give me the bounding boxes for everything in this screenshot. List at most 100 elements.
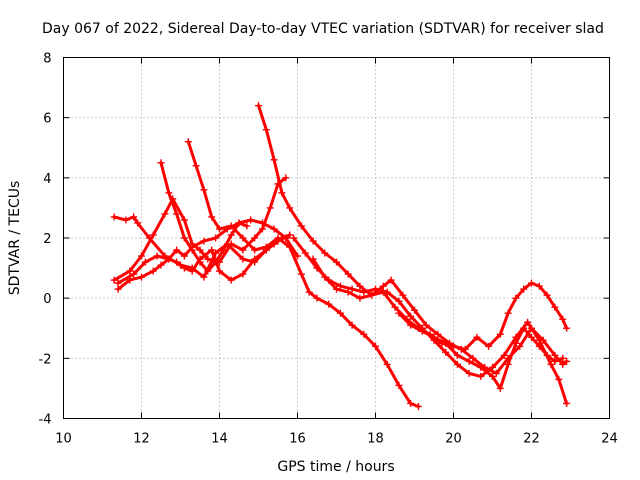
series-track-10 (395, 309, 567, 392)
chart-title: Day 067 of 2022, Sidereal Day-to-day VTE… (42, 21, 604, 37)
data-point (500, 351, 508, 359)
data-point (149, 231, 157, 239)
x-tick-label: 10 (55, 432, 72, 447)
data-point (196, 258, 204, 266)
data-point (418, 327, 426, 335)
data-point (262, 243, 270, 251)
data-point (258, 225, 266, 233)
data-point (227, 276, 235, 284)
data-point (282, 174, 290, 182)
data-point (407, 312, 415, 320)
data-point (138, 273, 145, 281)
data-point (407, 399, 415, 407)
data-point (465, 357, 473, 365)
data-point (274, 234, 282, 242)
data-point (200, 186, 208, 194)
y-tick-label: -2 (39, 352, 52, 367)
data-point (180, 264, 188, 272)
data-point (489, 372, 496, 380)
data-point (173, 210, 181, 218)
data-point (489, 363, 496, 371)
data-point (504, 309, 512, 317)
data-point (407, 321, 415, 329)
data-point (520, 324, 528, 332)
data-point (504, 360, 512, 368)
data-point (161, 210, 169, 218)
data-point (563, 324, 571, 332)
data-point (126, 267, 134, 275)
data-point (321, 249, 329, 257)
series-track-7 (255, 102, 571, 353)
data-point (430, 333, 438, 341)
data-point (434, 330, 442, 338)
data-point (547, 360, 555, 368)
data-point (270, 156, 278, 164)
data-point (227, 231, 235, 239)
data-point (469, 354, 477, 362)
data-point (395, 297, 403, 305)
data-point (266, 204, 274, 212)
x-tick-label: 20 (445, 432, 462, 447)
data-point (333, 285, 340, 293)
data-point (216, 225, 223, 233)
series-line (397, 311, 565, 390)
data-point (535, 282, 543, 290)
data-point (333, 258, 340, 266)
data-point (216, 267, 223, 275)
data-point (301, 249, 309, 257)
data-point (457, 345, 465, 353)
data-point (453, 360, 461, 368)
data-point (391, 303, 399, 311)
data-point (539, 336, 547, 344)
data-point (395, 309, 403, 317)
data-point (165, 189, 173, 197)
data-point (130, 270, 138, 278)
y-tick-label: 0 (43, 292, 51, 307)
data-point (348, 321, 356, 329)
data-point (399, 291, 407, 299)
data-point (395, 381, 403, 389)
data-point (239, 270, 247, 278)
data-point (227, 222, 235, 230)
data-point (453, 351, 461, 359)
data-point (153, 252, 161, 260)
data-point (442, 339, 450, 347)
data-point (114, 279, 122, 287)
data-point (563, 399, 571, 407)
data-point (356, 282, 364, 290)
data-point (496, 330, 504, 338)
data-point (200, 237, 208, 245)
data-point (239, 246, 247, 254)
data-point (344, 270, 352, 278)
data-point (516, 342, 524, 350)
series-track-5 (157, 159, 251, 275)
data-point (297, 270, 305, 278)
data-point (258, 219, 266, 227)
data-point (360, 288, 368, 296)
data-point (465, 369, 473, 377)
data-point (219, 246, 227, 254)
data-point (372, 342, 379, 350)
data-point (477, 372, 485, 380)
data-point (130, 213, 138, 221)
data-point (512, 339, 520, 347)
data-point (305, 288, 313, 296)
data-point (485, 342, 493, 350)
data-point (414, 402, 422, 410)
data-point (270, 225, 278, 233)
y-tick-label: 4 (43, 172, 51, 187)
data-point (212, 234, 220, 242)
data-point (255, 102, 262, 110)
data-point (286, 243, 294, 251)
data-point (309, 255, 317, 263)
data-point (200, 273, 208, 281)
data-point (551, 351, 559, 359)
data-point (368, 291, 376, 299)
series-line (311, 257, 569, 375)
data-point (114, 285, 122, 293)
data-point (165, 255, 173, 263)
data-point (563, 357, 571, 365)
x-tick-label: 12 (133, 432, 150, 447)
data-point (524, 318, 532, 326)
